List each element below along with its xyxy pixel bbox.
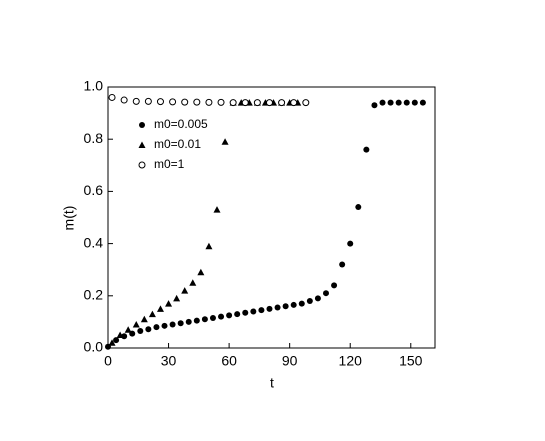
y-tick-label: 0.8 [84, 130, 104, 146]
data-point [197, 268, 205, 276]
x-axis-label: t [270, 375, 274, 391]
data-point [323, 290, 329, 297]
data-point [145, 326, 152, 333]
x-tick-label: 90 [282, 353, 298, 369]
data-point [124, 326, 132, 333]
data-point [108, 93, 116, 101]
data-point [363, 146, 370, 153]
plot-frame [107, 86, 436, 349]
data-point [403, 99, 410, 106]
y-tick-label: 0.2 [84, 287, 104, 303]
data-point [347, 240, 354, 247]
legend-label: m0=0.005 [154, 117, 208, 131]
data-point [242, 309, 249, 316]
data-point [169, 321, 176, 328]
data-point [148, 310, 156, 318]
legend-marker [138, 141, 146, 148]
x-tick-label: 120 [339, 353, 363, 369]
x-tick-label: 30 [161, 353, 177, 369]
legend-marker [138, 161, 146, 169]
data-point [132, 321, 140, 328]
data-point [258, 307, 265, 314]
data-point [226, 312, 233, 319]
data-point [213, 206, 221, 213]
data-point [120, 96, 128, 104]
data-point [217, 98, 225, 106]
y-tick-label: 0.0 [84, 339, 104, 355]
data-point [274, 304, 281, 311]
data-point [395, 99, 402, 106]
data-point [339, 261, 346, 268]
data-point [165, 300, 173, 307]
data-point [221, 138, 229, 145]
data-point [144, 97, 152, 105]
data-point [234, 311, 241, 318]
data-point [379, 99, 386, 106]
data-point [113, 337, 120, 344]
data-point [314, 295, 321, 302]
legend-label: m0=1 [154, 157, 185, 171]
data-point [306, 298, 313, 305]
data-point [177, 320, 184, 327]
data-point [266, 305, 273, 312]
data-point [193, 98, 201, 106]
data-point [278, 99, 286, 107]
legend-label: m0=0.01 [154, 137, 201, 151]
x-tick-label: 150 [399, 353, 423, 369]
data-point [290, 301, 297, 308]
data-point [205, 98, 213, 106]
data-point [371, 102, 378, 109]
data-point [298, 300, 305, 307]
data-point [132, 97, 140, 105]
data-point [265, 99, 273, 107]
data-point [140, 315, 148, 323]
x-tick-label: 60 [221, 353, 237, 369]
y-tick-label: 0.4 [84, 234, 104, 250]
data-point [411, 99, 418, 106]
y-tick-label: 1.0 [84, 78, 104, 94]
data-point [156, 305, 164, 312]
data-point [355, 204, 362, 211]
data-point [181, 287, 189, 294]
data-point [229, 99, 237, 107]
data-point [290, 99, 298, 107]
data-point [218, 313, 225, 320]
legend-marker [139, 122, 145, 128]
data-point [282, 303, 289, 310]
data-point [153, 324, 160, 331]
data-point [108, 339, 116, 346]
data-point [169, 98, 177, 106]
data-point [193, 317, 200, 324]
data-point [205, 242, 213, 250]
data-point [419, 99, 426, 106]
data-point [201, 316, 208, 323]
x-tick-label: 0 [104, 353, 112, 369]
data-point [387, 99, 394, 106]
data-point [241, 99, 249, 107]
data-point [331, 282, 338, 289]
data-point [250, 308, 257, 315]
data-point [173, 294, 181, 302]
data-point [302, 99, 310, 107]
data-point [137, 328, 144, 335]
y-tick-label: 0.6 [84, 182, 104, 198]
data-point [189, 279, 197, 286]
data-point [209, 314, 216, 321]
data-point [181, 98, 189, 106]
data-point [185, 318, 192, 325]
data-point [116, 331, 124, 338]
data-point [156, 98, 164, 106]
y-axis-label: m(t) [61, 206, 77, 231]
data-point [161, 322, 168, 329]
data-point [253, 99, 261, 107]
